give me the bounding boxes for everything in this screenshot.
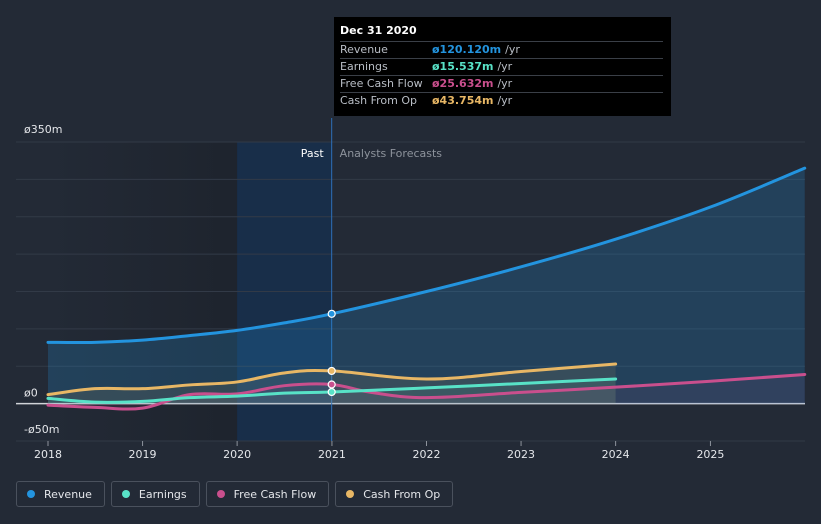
legend: Revenue Earnings Free Cash Flow Cash Fro… bbox=[16, 481, 454, 507]
tooltip-unit: /yr bbox=[497, 60, 513, 73]
legend-item-earnings[interactable]: Earnings bbox=[110, 481, 200, 507]
y-tick-label: ø350m bbox=[24, 123, 62, 136]
tooltip: Dec 31 2020 Revenue ø120.120m /yr Earnin… bbox=[334, 17, 671, 116]
tooltip-row-earnings: Earnings ø15.537m /yr bbox=[340, 58, 663, 75]
axis-layer: Past Analysts Forecasts ø350m ø0 -ø50m 2018 20… bbox=[24, 123, 724, 461]
x-tick-label: 2021 bbox=[318, 448, 346, 461]
series-area-revenue bbox=[48, 168, 805, 404]
tooltip-label: Free Cash Flow bbox=[340, 77, 423, 90]
tooltip-row-free-cash-flow: Free Cash Flow ø25.632m /yr bbox=[340, 75, 663, 92]
lines-layer bbox=[46, 166, 807, 411]
series-point-earnings bbox=[327, 387, 336, 397]
legend-label: Free Cash Flow bbox=[233, 487, 317, 501]
series-point-cash-from-op bbox=[327, 366, 336, 376]
tooltip-value: ø120.120m bbox=[432, 43, 502, 56]
tooltip-unit: /yr bbox=[497, 94, 513, 107]
legend-label: Revenue bbox=[44, 487, 92, 501]
series-point-revenue bbox=[327, 309, 336, 318]
tooltip-row-cash-from-op: Cash From Op ø43.754m /yr bbox=[340, 92, 663, 109]
tooltip-label: Earnings bbox=[340, 60, 388, 73]
y-tick-label: -ø50m bbox=[24, 423, 59, 436]
legend-label: Earnings bbox=[138, 487, 187, 501]
tooltip-date: Dec 31 2020 bbox=[340, 24, 417, 37]
y-tick-label: ø0 bbox=[24, 387, 38, 400]
legend-item-cash-from-op[interactable]: Cash From Op bbox=[335, 481, 454, 507]
x-tick-label: 2019 bbox=[129, 448, 157, 461]
grid-layer bbox=[16, 118, 805, 442]
x-tick-label: 2024 bbox=[602, 448, 630, 461]
series-line-cash-from-op bbox=[46, 362, 618, 397]
forecast-label: Analysts Forecasts bbox=[340, 147, 443, 160]
tooltip-row-revenue: Revenue ø120.120m /yr bbox=[340, 41, 663, 58]
series-point-free-cash-flow bbox=[327, 380, 336, 389]
legend-dot-icon bbox=[346, 490, 355, 498]
x-tick-label: 2022 bbox=[413, 448, 441, 461]
x-tick-label: 2020 bbox=[223, 448, 251, 461]
points-layer bbox=[327, 309, 336, 397]
tooltip-value: ø15.537m bbox=[432, 60, 494, 73]
x-tick-label: 2018 bbox=[34, 448, 62, 461]
tooltip-label: Revenue bbox=[340, 43, 388, 56]
past-label: Past bbox=[301, 147, 325, 160]
legend-dot-icon bbox=[27, 490, 35, 498]
tooltip-value: ø25.632m bbox=[432, 77, 494, 90]
series-line-earnings bbox=[46, 377, 618, 404]
legend-dot-icon bbox=[216, 490, 225, 498]
tooltip-label: Cash From Op bbox=[340, 94, 418, 107]
series-line-free-cash-flow bbox=[46, 372, 807, 411]
legend-dot-icon bbox=[121, 490, 130, 498]
series-area-free-cash-flow bbox=[48, 374, 805, 410]
legend-label: Cash From Op bbox=[363, 487, 441, 501]
legend-item-revenue[interactable]: Revenue bbox=[16, 481, 105, 507]
tooltip-value: ø43.754m bbox=[432, 94, 494, 107]
tooltip-unit: /yr bbox=[497, 77, 513, 90]
legend-item-free-cash-flow[interactable]: Free Cash Flow bbox=[205, 481, 330, 507]
x-tick-label: 2023 bbox=[507, 448, 535, 461]
series-area-earnings bbox=[48, 378, 616, 404]
x-tick-label: 2025 bbox=[696, 448, 724, 461]
tooltip-unit: /yr bbox=[505, 43, 520, 56]
